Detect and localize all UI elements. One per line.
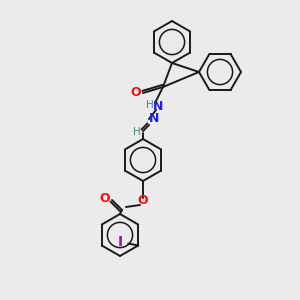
Text: I: I — [118, 236, 123, 250]
Text: O: O — [100, 191, 110, 205]
Text: H: H — [133, 127, 141, 137]
Text: O: O — [131, 85, 141, 98]
Text: N: N — [153, 100, 163, 112]
Text: N: N — [149, 112, 159, 125]
Text: O: O — [138, 194, 148, 206]
Text: H: H — [146, 100, 154, 110]
